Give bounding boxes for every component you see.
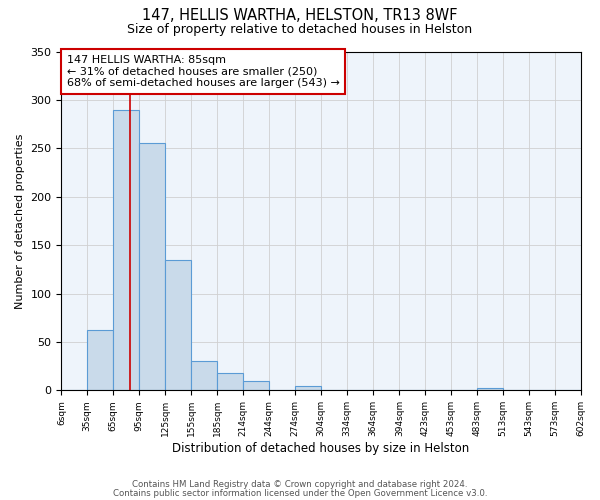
Text: Contains public sector information licensed under the Open Government Licence v3: Contains public sector information licen… (113, 489, 487, 498)
Text: Size of property relative to detached houses in Helston: Size of property relative to detached ho… (127, 22, 473, 36)
Bar (191, 362, 217, 390)
Text: 147 HELLIS WARTHA: 85sqm
← 31% of detached houses are smaller (250)
68% of semi-: 147 HELLIS WARTHA: 85sqm ← 31% of detach… (67, 55, 340, 88)
Bar (295, 386, 321, 390)
Bar (113, 110, 139, 390)
Bar (139, 144, 165, 390)
Bar (477, 388, 503, 390)
Y-axis label: Number of detached properties: Number of detached properties (15, 133, 25, 308)
Bar (86, 330, 113, 390)
Bar (217, 373, 242, 390)
Bar (165, 260, 191, 390)
Text: 147, HELLIS WARTHA, HELSTON, TR13 8WF: 147, HELLIS WARTHA, HELSTON, TR13 8WF (142, 8, 458, 22)
Text: Contains HM Land Registry data © Crown copyright and database right 2024.: Contains HM Land Registry data © Crown c… (132, 480, 468, 489)
Bar (242, 380, 269, 390)
X-axis label: Distribution of detached houses by size in Helston: Distribution of detached houses by size … (172, 442, 470, 455)
